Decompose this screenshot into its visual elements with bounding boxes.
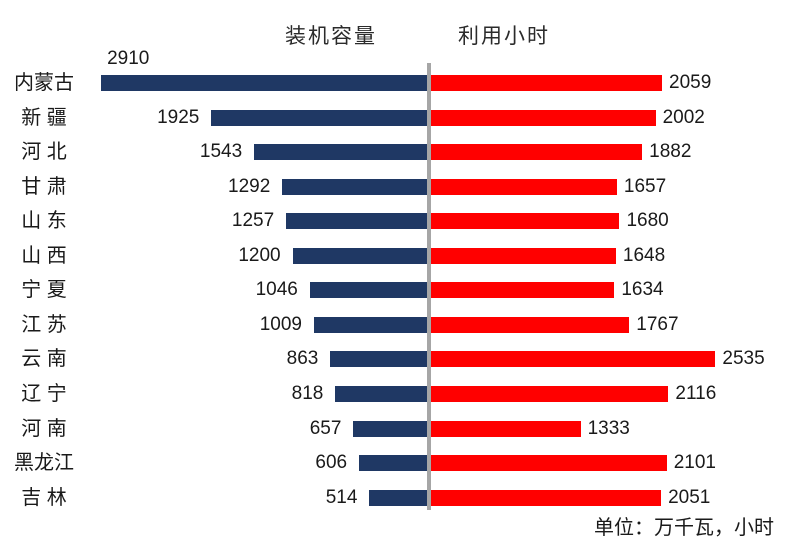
hours-bar <box>431 316 630 333</box>
category-label: 甘 肃 <box>21 175 67 198</box>
capacity-value: 2910 <box>107 48 150 69</box>
capacity-bar <box>254 144 427 161</box>
category-label: 吉 林 <box>21 486 67 509</box>
hours-value: 1634 <box>621 279 664 301</box>
capacity-value: 1200 <box>238 244 281 266</box>
hours-value: 2116 <box>675 382 717 404</box>
capacity-bar <box>359 455 427 472</box>
hours-value: 1648 <box>622 244 666 266</box>
capacity-bar <box>313 316 427 333</box>
capacity-value: 1257 <box>231 210 275 232</box>
hours-bar <box>431 213 620 230</box>
hours-value: 1333 <box>587 417 630 439</box>
center-axis-divider <box>427 63 431 510</box>
category-label: 山 东 <box>21 210 67 233</box>
capacity-value: 818 <box>291 382 324 404</box>
capacity-bar <box>286 213 427 230</box>
capacity-bar <box>282 178 427 195</box>
category-label: 河 北 <box>21 141 67 164</box>
capacity-value: 1543 <box>199 141 243 163</box>
capacity-bar <box>211 109 427 126</box>
capacity-bar <box>292 247 427 264</box>
capacity-bar <box>309 282 427 299</box>
category-label: 山 西 <box>21 244 67 267</box>
capacity-value: 514 <box>325 486 358 508</box>
hours-bar <box>431 247 616 264</box>
hours-bar <box>431 489 662 506</box>
hours-value: 2535 <box>722 348 765 370</box>
hours-bar <box>431 282 615 299</box>
capacity-bar <box>101 75 427 91</box>
capacity-series-title: 装机容量 <box>285 25 377 48</box>
category-label: 辽 宁 <box>21 382 67 405</box>
hours-series-title: 利用小时 <box>458 25 550 48</box>
hours-bar <box>431 420 581 437</box>
hours-bar <box>431 75 663 91</box>
hours-value: 2002 <box>662 106 705 128</box>
capacity-bar <box>330 351 427 368</box>
capacity-bar <box>369 489 427 506</box>
hours-bar <box>431 385 669 402</box>
capacity-value: 863 <box>286 348 319 370</box>
hours-bar <box>431 351 716 368</box>
hours-value: 1657 <box>623 175 667 197</box>
capacity-value: 657 <box>309 417 342 439</box>
capacity-bar <box>353 420 427 437</box>
category-label: 河 南 <box>21 417 67 440</box>
hours-value: 2101 <box>673 452 716 474</box>
hours-value: 1680 <box>626 210 669 232</box>
capacity-value: 1009 <box>259 313 302 335</box>
unit-note: 单位：万千瓦，小时 <box>594 517 774 539</box>
category-label: 云 南 <box>21 348 67 371</box>
category-label: 内蒙古 <box>14 72 74 94</box>
hours-bar <box>431 109 656 126</box>
hours-bar <box>431 455 667 472</box>
category-label: 黑龙江 <box>14 452 74 475</box>
hours-value: 1882 <box>649 141 692 163</box>
capacity-bar <box>335 385 427 402</box>
hours-bar <box>431 178 617 195</box>
capacity-value: 606 <box>315 452 348 474</box>
hours-value: 1767 <box>636 313 679 335</box>
category-label: 宁 夏 <box>21 279 67 302</box>
category-label: 新 疆 <box>21 106 67 129</box>
category-label: 江 苏 <box>21 313 67 336</box>
capacity-value: 1925 <box>157 106 200 128</box>
capacity-value: 1292 <box>228 175 271 197</box>
hours-value: 2051 <box>668 486 711 508</box>
hours-value: 2059 <box>669 72 712 93</box>
hours-bar <box>431 144 643 161</box>
capacity-value: 1046 <box>255 279 298 301</box>
